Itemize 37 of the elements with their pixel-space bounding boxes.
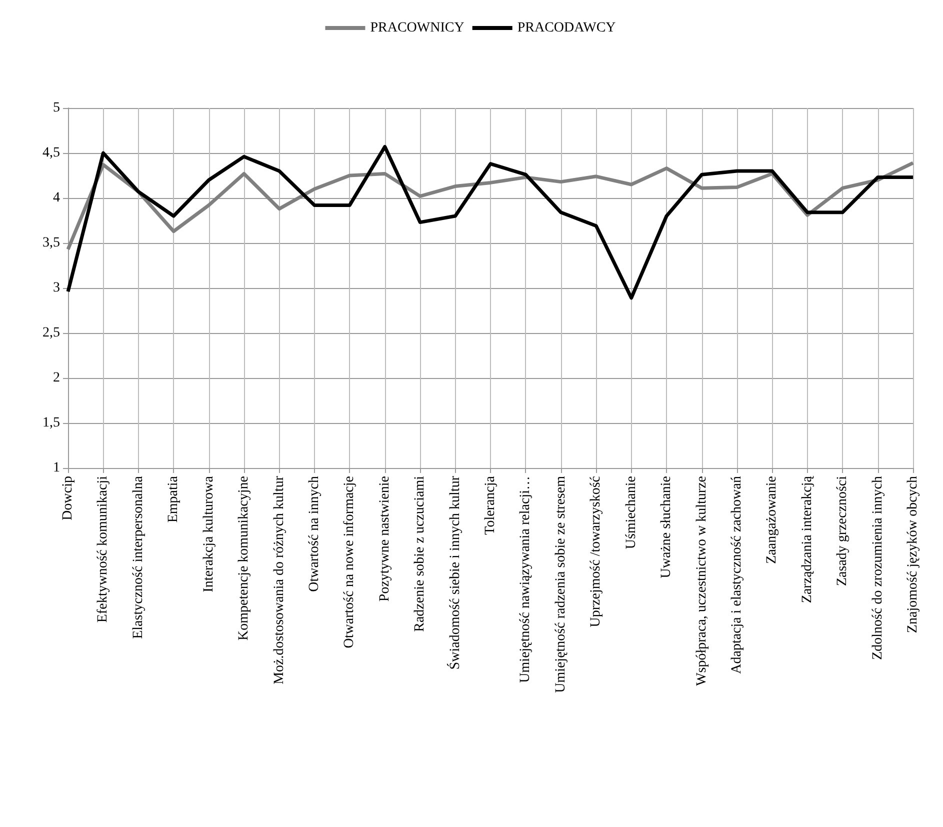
x-tick-label: Radzenie sobie z uczuciami: [412, 476, 428, 632]
y-tick-label: 1: [53, 460, 60, 476]
x-tick-label: Zaangażowanie: [764, 476, 780, 564]
x-tick-label: Uśmiechanie: [624, 476, 639, 550]
y-tick-label: 4,5: [42, 146, 60, 160]
x-tick-label: Elastyczność interpersonalna: [130, 475, 146, 639]
y-tick-label: 3,5: [42, 236, 60, 250]
x-tick-label: Uprzejmość /towarzyskość: [588, 476, 604, 628]
x-tick-label: Umiejętność nawiązywania relacji…: [518, 476, 534, 683]
y-tick-label: 5: [53, 100, 60, 116]
x-tick-label: Pozytywne nastwienie: [377, 476, 392, 602]
x-tick-label: Umiejętność radzenia sobie ze stresem: [553, 476, 568, 693]
x-tick-label: Świadomość siebie i innych kultur: [446, 476, 463, 670]
x-tick-label: Kompetencje komunikacyjne: [236, 476, 252, 640]
x-tick-label: Moż.dostosowania do różnych kultur: [272, 476, 287, 684]
x-tick-label: Interakcja kulturowa: [201, 475, 216, 592]
x-tick-label: Uważne słuchanie: [659, 476, 674, 578]
y-tick-label: 1,5: [42, 416, 60, 430]
legend-label: PRACODAWCY: [517, 20, 616, 36]
x-tick-label: Zarządzania interakcją: [800, 475, 815, 604]
y-tick-label: 2,5: [42, 326, 60, 340]
x-tick-label: Współpraca, uczestnictwo w kulturze: [694, 476, 710, 686]
x-tick-label: Empatia: [166, 475, 182, 523]
y-tick-label: 3: [53, 280, 60, 296]
x-tick-label: Adaptacja i elastyczność zachowań: [729, 476, 744, 674]
line-series: [66, 144, 915, 300]
x-tick-label: Zdolność do zrozumienia innych: [870, 476, 886, 660]
x-tick-label: Dowcip: [60, 476, 76, 520]
x-tick-label: Tolerancja: [483, 475, 498, 535]
x-tick-label: Efektywność komunikacji: [96, 476, 111, 623]
y-tick-label: 2: [53, 370, 60, 386]
x-tick-label: Otwartość na nowe informacje: [342, 476, 358, 648]
x-tick-label: Znajomość języków obcych: [906, 476, 920, 634]
x-tick-label: Zasady grzeczności: [835, 476, 850, 586]
x-tick-label: Otwartość na innych: [306, 476, 322, 592]
y-tick-label: 4: [53, 190, 60, 206]
legend-label: PRACOWNICY: [370, 20, 464, 36]
